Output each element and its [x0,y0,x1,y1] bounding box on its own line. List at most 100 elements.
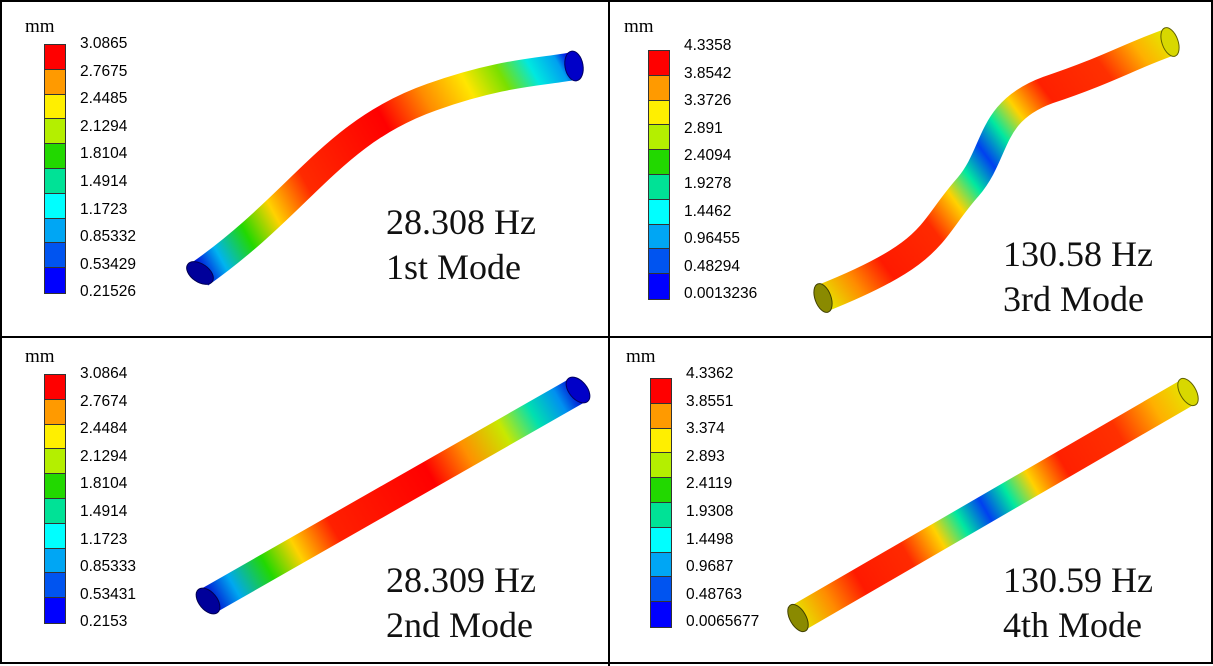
legend-swatch [649,100,669,126]
legend-value: 3.0864 [80,365,128,382]
legend-swatch [651,453,671,479]
mode-label: 4th Mode [1003,605,1142,645]
legend-value: 0.53429 [80,255,137,273]
beam-render-mode-4 [787,377,1199,633]
legend-unit-mode-4: mm [626,346,656,367]
mode-label: 2nd Mode [386,605,533,645]
panel-mode-2 [2,336,606,662]
legend-swatch [45,144,65,169]
color-legend-mode-3 [648,50,670,300]
legend-swatch [649,224,669,250]
legend-swatch [45,474,65,499]
legend-swatch [45,573,65,599]
legend-swatch [651,527,671,553]
legend-value: 2.7674 [80,392,128,410]
legend-swatch [651,379,671,404]
legend-value: 3.0865 [80,35,128,52]
legend-swatch [45,94,65,120]
frequency-label: 130.58 Hz [1003,234,1153,274]
beam-render-mode-1 [186,50,584,286]
frequency-label: 130.59 Hz [1003,560,1153,600]
mode-label: 1st Mode [386,247,521,287]
legend-swatch [649,274,669,299]
legend-value: 1.1723 [80,530,128,548]
legend-value: 2.1294 [80,117,128,135]
legend-value: 1.4498 [686,530,734,548]
legend-swatch [651,428,671,454]
legend-swatch [45,375,65,400]
legend-value: 2.4485 [80,90,128,108]
legend-swatch [45,193,65,219]
legend-swatch [45,399,65,425]
legend-swatch [45,69,65,95]
legend-value: 2.891 [684,119,723,137]
legend-value: 0.48294 [684,257,741,275]
legend-value: 0.9687 [686,558,734,576]
legend-swatch [649,51,669,76]
legend-swatch [651,577,671,603]
panel-mode-4 [608,336,1211,662]
legend-unit-mode-3: mm [624,16,654,37]
legend-unit-mode-1: mm [25,16,55,37]
frequency-label: 28.308 Hz [386,202,536,242]
legend-value: 1.1723 [80,200,128,218]
color-legend-mode-1 [44,44,66,294]
legend-swatch [45,548,65,574]
caption-mode-3: 130.58 Hz 3rd Mode [1003,232,1153,322]
beam-render-mode-3 [813,27,1180,313]
legend-value: 3.8551 [686,392,734,410]
legend-swatch [651,478,671,503]
mode-label: 3rd Mode [1003,279,1144,319]
legend-swatch [651,602,671,627]
legend-value: 1.4462 [684,202,732,220]
legend-value: 2.4094 [684,147,732,165]
caption-mode-4: 130.59 Hz 4th Mode [1003,558,1153,648]
legend-swatch [45,218,65,244]
legend-swatch [45,449,65,475]
legend-swatch [45,598,65,623]
legend-swatch [651,552,671,578]
color-legend-mode-4 [650,378,672,628]
legend-value: 1.8104 [80,475,128,493]
legend-value: 3.8542 [684,64,732,82]
legend-value: 0.0065677 [686,613,760,631]
legend-swatch [45,243,65,269]
legend-value: 1.4914 [80,503,128,520]
legend-swatch [45,268,65,293]
legend-value: 0.21526 [80,283,137,301]
frequency-label: 28.309 Hz [386,560,536,600]
legend-value: 0.53431 [80,585,137,603]
legend-swatch [649,174,669,200]
legend-value: 0.85332 [80,228,137,246]
legend-value: 2.893 [686,447,725,465]
legend-value: 2.1294 [80,447,128,465]
horizontal-divider [2,336,1213,338]
legend-swatch [649,249,669,275]
legend-value: 4.3358 [684,37,732,54]
legend-swatch [651,502,671,528]
legend-swatch [649,75,669,101]
caption-mode-1: 28.308 Hz 1st Mode [386,200,536,290]
legend-value: 2.4119 [686,475,733,493]
legend-swatch [45,45,65,70]
legend-value: 0.48763 [686,585,743,603]
legend-value: 0.0013236 [684,285,758,303]
panel-mode-1 [2,2,606,334]
color-legend-mode-2 [44,374,66,624]
legend-value: 3.374 [686,420,725,438]
legend-value: 1.9278 [684,175,732,192]
legend-value: 0.85333 [80,558,137,576]
legend-swatch [45,523,65,549]
panel-mode-3 [608,2,1211,334]
legend-swatch [45,168,65,194]
legend-value: 1.8104 [80,145,128,163]
legend-swatch [649,125,669,151]
legend-value: 1.9308 [686,503,734,520]
legend-swatch [651,403,671,429]
legend-value: 2.7675 [80,62,128,80]
caption-mode-2: 28.309 Hz 2nd Mode [386,558,536,648]
legend-swatch [45,119,65,145]
legend-value: 0.96455 [684,230,741,248]
legend-swatch [649,199,669,225]
